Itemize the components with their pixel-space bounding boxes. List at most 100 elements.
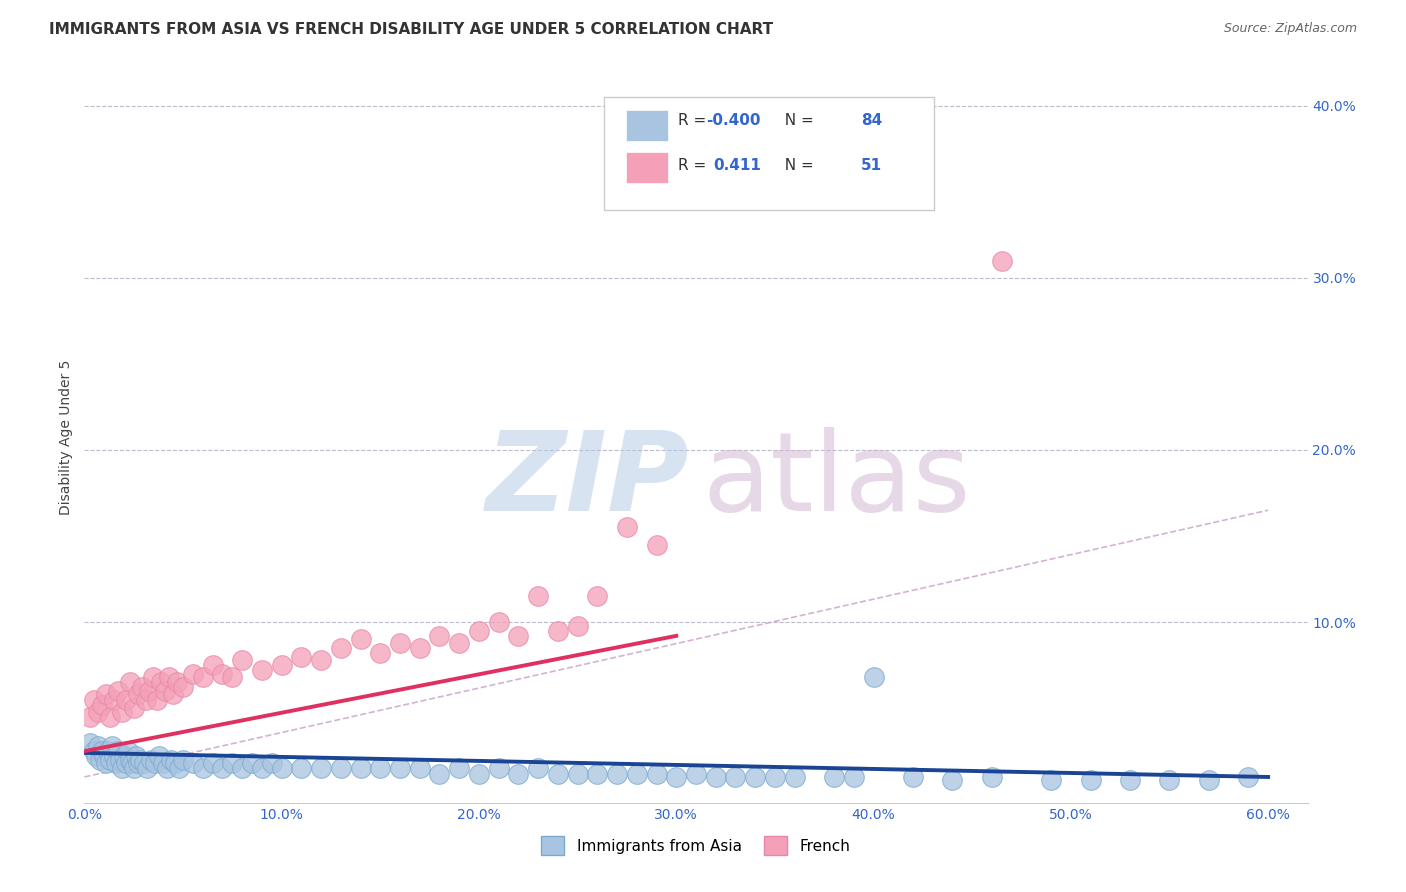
Point xyxy=(156,761,179,775)
Text: atlas: atlas xyxy=(702,427,970,534)
Point xyxy=(409,640,432,655)
Point xyxy=(162,687,184,701)
Point xyxy=(87,705,110,719)
Point xyxy=(191,761,214,775)
Point xyxy=(172,681,194,695)
Point xyxy=(79,735,101,749)
Point xyxy=(128,753,150,767)
Point xyxy=(118,753,141,767)
Point xyxy=(166,675,188,690)
Point xyxy=(862,670,884,684)
Point xyxy=(191,670,214,684)
Point xyxy=(83,744,105,758)
Point xyxy=(108,753,131,767)
Point xyxy=(842,770,865,784)
Point xyxy=(112,749,135,764)
Text: N =: N = xyxy=(776,113,820,128)
Point xyxy=(724,770,747,784)
Point xyxy=(142,670,165,684)
Point xyxy=(118,675,141,690)
Point xyxy=(704,770,727,784)
Point xyxy=(160,753,183,767)
Point xyxy=(527,761,550,775)
Point xyxy=(155,684,177,698)
Point xyxy=(117,744,139,758)
Point xyxy=(309,761,332,775)
Point xyxy=(94,687,117,701)
Point xyxy=(389,636,412,650)
Point xyxy=(329,640,352,655)
Point xyxy=(127,756,149,771)
Point xyxy=(616,520,638,534)
Point xyxy=(665,770,688,784)
Point xyxy=(107,684,129,698)
Point xyxy=(111,705,134,719)
Point xyxy=(91,698,114,712)
Point xyxy=(567,618,589,632)
Point xyxy=(368,646,391,660)
Point xyxy=(91,744,114,758)
Text: -0.400: -0.400 xyxy=(706,113,761,128)
Point xyxy=(240,756,263,771)
Point xyxy=(121,756,143,771)
Point xyxy=(107,744,129,758)
Point xyxy=(221,670,243,684)
Point xyxy=(349,632,371,647)
Point xyxy=(744,770,766,784)
Point xyxy=(1159,773,1181,788)
Point xyxy=(980,770,1002,784)
Point xyxy=(79,710,101,724)
Text: R =: R = xyxy=(678,158,711,173)
Point xyxy=(132,756,155,771)
Text: R =: R = xyxy=(678,113,711,128)
Point xyxy=(122,701,145,715)
Point xyxy=(101,739,124,753)
Point xyxy=(429,766,451,780)
Point xyxy=(138,684,160,698)
Y-axis label: Disability Age Under 5: Disability Age Under 5 xyxy=(59,359,73,515)
Point xyxy=(488,761,510,775)
Point xyxy=(148,749,170,764)
Point xyxy=(146,692,169,706)
Point xyxy=(270,761,292,775)
Point xyxy=(260,756,283,771)
Point xyxy=(429,629,451,643)
Point xyxy=(111,761,134,775)
Point xyxy=(368,761,391,775)
Point xyxy=(823,770,845,784)
Point xyxy=(1080,773,1102,788)
Point xyxy=(567,766,589,780)
Point xyxy=(645,538,668,552)
Point xyxy=(83,692,105,706)
Point xyxy=(150,675,173,690)
Point xyxy=(449,761,471,775)
Point xyxy=(941,773,963,788)
Point xyxy=(131,681,153,695)
Point xyxy=(250,663,273,677)
Point xyxy=(606,766,628,780)
Point xyxy=(201,756,224,771)
Point xyxy=(97,744,120,758)
Legend: Immigrants from Asia, French: Immigrants from Asia, French xyxy=(536,830,856,861)
Point xyxy=(211,666,233,681)
Point xyxy=(991,253,1014,268)
Point xyxy=(468,624,491,638)
Point xyxy=(93,749,115,764)
Point xyxy=(104,756,127,771)
Point xyxy=(136,761,159,775)
Point xyxy=(181,756,204,771)
Point xyxy=(89,753,111,767)
Point xyxy=(290,761,312,775)
Point xyxy=(231,653,253,667)
Point xyxy=(145,756,167,771)
FancyBboxPatch shape xyxy=(605,97,935,211)
Point xyxy=(1119,773,1142,788)
Point xyxy=(124,749,146,764)
Point xyxy=(626,766,648,780)
Point xyxy=(84,749,107,764)
Point xyxy=(309,653,332,667)
Point xyxy=(1198,773,1220,788)
Text: 0.411: 0.411 xyxy=(713,158,761,173)
Point xyxy=(527,589,550,603)
Point xyxy=(167,761,190,775)
